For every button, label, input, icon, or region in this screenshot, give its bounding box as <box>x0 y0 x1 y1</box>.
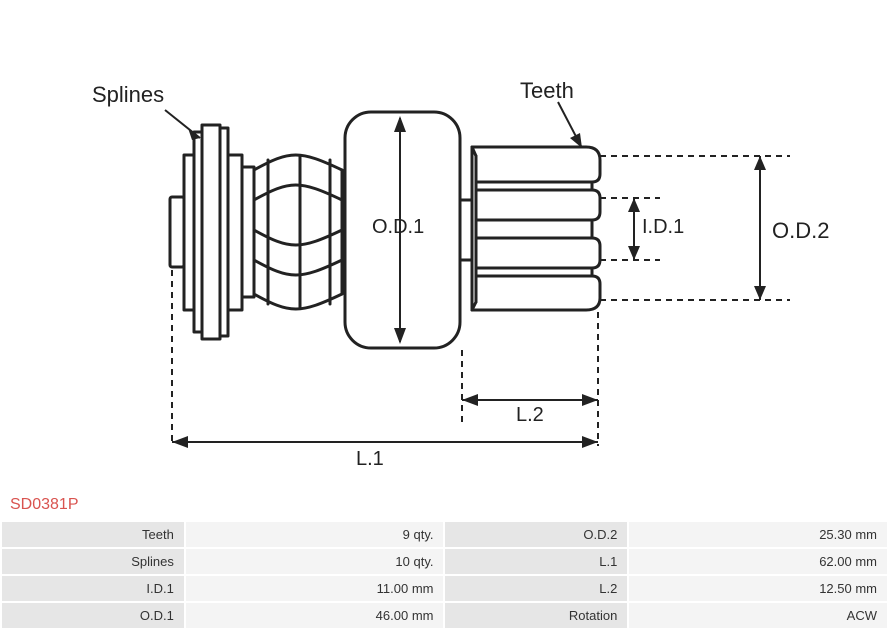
label-l2: L.2 <box>516 404 544 427</box>
spec-label: L.2 <box>445 576 627 601</box>
spec-value: 12.50 mm <box>629 576 887 601</box>
technical-drawing-area: Splines Teeth O.D.1 I.D.1 O.D.2 L.2 L.1 <box>0 0 889 490</box>
spec-label: Splines <box>2 549 184 574</box>
spec-label: O.D.1 <box>2 603 184 628</box>
spec-table: Teeth 9 qty. O.D.2 25.30 mm Splines 10 q… <box>0 520 889 630</box>
table-row: I.D.1 11.00 mm L.2 12.50 mm <box>2 576 887 601</box>
spec-value: 10 qty. <box>186 549 444 574</box>
label-od1: O.D.1 <box>372 216 424 239</box>
table-row: O.D.1 46.00 mm Rotation ACW <box>2 603 887 628</box>
label-od2: O.D.2 <box>772 218 829 244</box>
spec-value: 25.30 mm <box>629 522 887 547</box>
spec-value: 11.00 mm <box>186 576 444 601</box>
spec-label: L.1 <box>445 549 627 574</box>
spec-label: I.D.1 <box>2 576 184 601</box>
label-teeth: Teeth <box>520 78 574 104</box>
part-number: SD0381P <box>0 490 889 520</box>
table-row: Teeth 9 qty. O.D.2 25.30 mm <box>2 522 887 547</box>
spec-label: Rotation <box>445 603 627 628</box>
spec-value: 46.00 mm <box>186 603 444 628</box>
spec-value: ACW <box>629 603 887 628</box>
label-l1: L.1 <box>356 448 384 471</box>
spec-value: 62.00 mm <box>629 549 887 574</box>
table-row: Splines 10 qty. L.1 62.00 mm <box>2 549 887 574</box>
spec-label: O.D.2 <box>445 522 627 547</box>
spec-value: 9 qty. <box>186 522 444 547</box>
label-splines: Splines <box>92 82 164 108</box>
label-id1: I.D.1 <box>642 216 684 239</box>
spec-label: Teeth <box>2 522 184 547</box>
drawing-svg <box>0 0 889 490</box>
